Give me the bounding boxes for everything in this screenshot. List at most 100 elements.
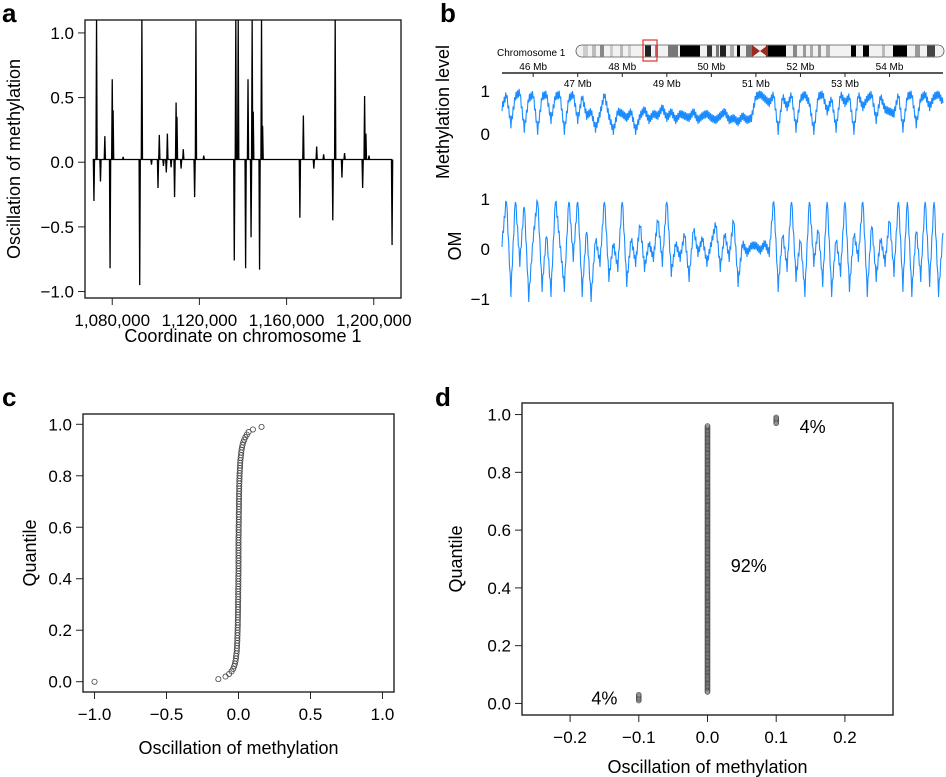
ideogram-band — [680, 45, 700, 57]
y-tick-label: 0.0 — [487, 694, 511, 713]
x-tick-label: 0.0 — [227, 705, 251, 724]
ideogram-band — [716, 45, 719, 57]
data-point — [222, 673, 229, 680]
y-tick-label: 0.8 — [48, 467, 72, 486]
centromere-icon — [752, 45, 768, 57]
y-tick-label: 0.6 — [487, 521, 511, 540]
ideogram-band — [645, 45, 651, 57]
x-tick-label: 0.0 — [696, 728, 720, 747]
y-tick-label: 1.0 — [487, 406, 511, 425]
x-tick-label: 1,160,000 — [249, 311, 325, 330]
ideogram-band — [600, 45, 604, 57]
series-line — [92, 19, 394, 286]
methylation-y-tick-label: 0 — [481, 125, 490, 144]
chart-d: −0.2 −0.1 0.0 0.1 0.2 0.0 0.2 0.4 0.6 0.8 1.0 Oscil… — [446, 402, 894, 777]
y-tick-label: 0.0 — [50, 153, 74, 172]
ideogram-band — [668, 45, 678, 57]
x-axis-label: Oscillation of methylation — [138, 738, 338, 758]
ideogram-band — [610, 45, 613, 57]
ideogram-band — [583, 45, 588, 57]
mb-tick-label: 50 Mb — [697, 62, 725, 73]
data-point — [91, 678, 98, 685]
om-y-tick-label: −1 — [471, 290, 490, 309]
x-tick-label: 0.1 — [764, 728, 788, 747]
data-point — [239, 441, 246, 448]
panel-label-a: a — [2, 0, 17, 28]
ideogram-band — [737, 45, 740, 57]
chart-a: 1,080,000 1,120,000 1,160,000 1,200,000 1.0 0… — [4, 19, 412, 346]
data-point — [215, 676, 222, 683]
annotation-label: 4% — [800, 417, 826, 437]
ideogram-band — [730, 45, 734, 57]
data-point — [258, 423, 265, 430]
methylation-y-axis-label-line1: Methylation level — [433, 45, 453, 179]
y-tick-label: 0.2 — [48, 621, 72, 640]
x-tick-label: 0.2 — [833, 728, 857, 747]
chromosome-ideogram — [575, 44, 945, 58]
x-tick-label: −1.0 — [78, 705, 112, 724]
x-tick-label: 1,120,000 — [162, 311, 238, 330]
ideogram-band — [826, 45, 830, 57]
x-tick-label: 1,080,000 — [74, 311, 150, 330]
y-tick-label: −1.0 — [40, 283, 74, 302]
mb-tick-label: 52 Mb — [787, 62, 815, 73]
y-axis-label: Quantile — [20, 519, 40, 586]
y-axis-label: Quantile — [446, 525, 466, 592]
methylation-series-line — [501, 88, 944, 135]
data-point — [240, 439, 247, 446]
ideogram-band — [893, 45, 907, 57]
methylation-y-tick-label: 1 — [481, 82, 490, 101]
mb-tick-label: 46 Mb — [519, 62, 547, 73]
ideogram-band — [746, 45, 752, 57]
chart-b: Chromosome 1 46 Mb 47 Mb 48 Mb 49 Mb 50 Mb 51 … — [433, 39, 945, 309]
om-y-axis-label: OM — [445, 232, 465, 261]
ideogram-band — [628, 45, 631, 57]
y-tick-label: 0.5 — [50, 89, 74, 108]
y-tick-label: 1.0 — [48, 415, 72, 434]
om-y-tick-label: 1 — [481, 190, 490, 209]
mb-tick-label: 48 Mb — [608, 62, 636, 73]
mb-tick-label: 51 Mb — [742, 79, 770, 90]
om-y-tick-label: 0 — [481, 240, 490, 259]
ideogram-band — [707, 45, 712, 57]
y-tick-label: 1.0 — [50, 24, 74, 43]
highlight-box — [642, 39, 658, 62]
data-point — [245, 429, 252, 436]
y-axis-label: Oscillation of methylation — [4, 59, 24, 259]
ideogram-band — [927, 45, 935, 57]
annotation-label: 92% — [731, 556, 767, 576]
panel-label-c: c — [2, 382, 16, 412]
y-tick-label: 0.2 — [487, 637, 511, 656]
x-tick-label: −0.1 — [622, 728, 656, 747]
chart-c: −1.0 −0.5 0.0 0.5 1.0 0.0 0.2 0.4 0.6 0.8 1.0 Oscil… — [20, 413, 395, 758]
x-tick-label: −0.2 — [553, 728, 587, 747]
annotation-label: 4% — [591, 689, 617, 709]
y-tick-label: 0.0 — [48, 673, 72, 692]
ideogram-band — [620, 45, 623, 57]
mb-tick-label: 49 Mb — [653, 79, 681, 90]
ideogram-band — [882, 45, 885, 57]
data-point — [773, 414, 780, 421]
ideogram-band — [592, 45, 596, 57]
om-series-line — [501, 198, 944, 303]
ideogram-band — [810, 45, 813, 57]
panel-label-d: d — [435, 382, 451, 412]
y-tick-label: 0.6 — [48, 518, 72, 537]
mb-tick-label: 47 Mb — [564, 79, 592, 90]
ideogram-label: Chromosome 1 — [497, 48, 566, 59]
x-tick-label: 1,200,000 — [336, 311, 412, 330]
ideogram-band — [720, 45, 726, 57]
y-tick-label: −0.5 — [40, 218, 74, 237]
ideogram-band — [851, 45, 856, 57]
mb-tick-label: 53 Mb — [831, 79, 859, 90]
x-tick-label: −0.5 — [150, 705, 184, 724]
data-point — [635, 691, 642, 698]
ideogram-band — [863, 45, 869, 57]
ideogram-band — [915, 45, 920, 57]
y-tick-label: 0.4 — [487, 579, 511, 598]
ideogram-band — [766, 45, 786, 57]
data-point — [704, 423, 711, 429]
x-axis-label: Coordinate on chromosome 1 — [124, 326, 361, 346]
data-point — [230, 665, 237, 672]
